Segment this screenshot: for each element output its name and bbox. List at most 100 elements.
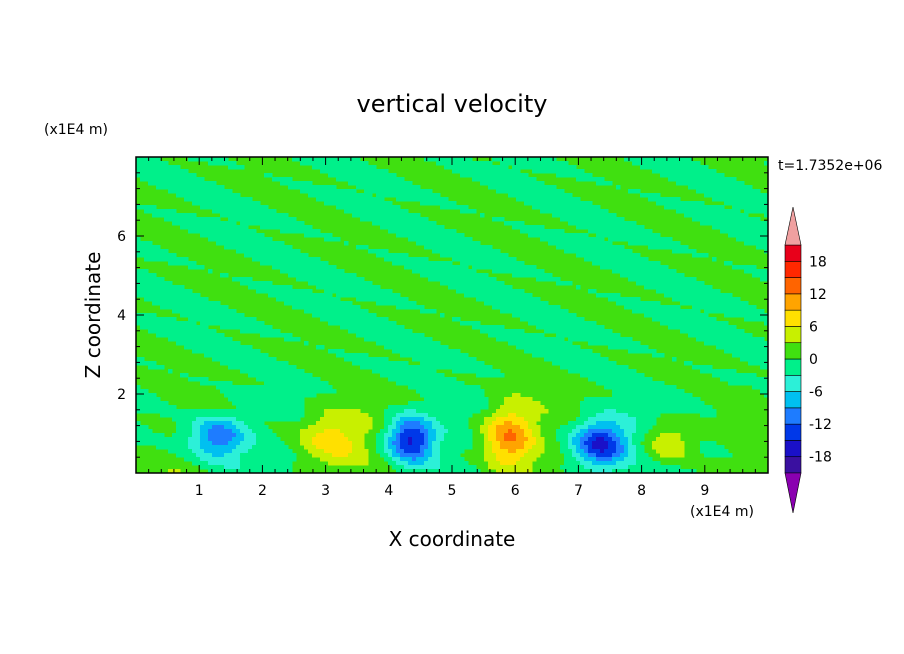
field-cell bbox=[684, 161, 689, 166]
field-cell bbox=[152, 289, 157, 294]
field-cell bbox=[432, 393, 437, 398]
field-cell bbox=[384, 181, 389, 186]
field-cell bbox=[556, 309, 561, 314]
field-cell bbox=[436, 233, 441, 238]
field-cell bbox=[504, 257, 509, 262]
field-cell bbox=[540, 353, 545, 358]
field-cell bbox=[148, 245, 153, 250]
field-cell bbox=[272, 357, 277, 362]
field-cell bbox=[588, 205, 593, 210]
field-cell bbox=[188, 213, 193, 218]
field-cell bbox=[488, 257, 493, 262]
field-cell bbox=[316, 381, 321, 386]
field-cell bbox=[416, 345, 421, 350]
field-cell bbox=[760, 269, 765, 274]
field-cell bbox=[332, 237, 337, 242]
field-cell bbox=[308, 265, 313, 270]
field-cell bbox=[688, 165, 693, 170]
field-cell bbox=[260, 221, 265, 226]
field-cell bbox=[688, 181, 693, 186]
field-cell bbox=[632, 369, 637, 374]
field-cell bbox=[576, 225, 581, 230]
field-cell bbox=[632, 393, 637, 398]
field-cell bbox=[144, 297, 149, 302]
field-cell bbox=[496, 325, 501, 330]
field-cell bbox=[620, 257, 625, 262]
field-cell bbox=[512, 297, 517, 302]
field-cell bbox=[364, 281, 369, 286]
field-cell bbox=[524, 173, 529, 178]
field-cell bbox=[264, 373, 269, 378]
field-cell bbox=[604, 381, 609, 386]
field-cell bbox=[584, 237, 589, 242]
field-cell bbox=[152, 157, 157, 162]
field-cell bbox=[140, 173, 145, 178]
field-cell bbox=[224, 349, 229, 354]
field-cell bbox=[380, 193, 385, 198]
field-cell bbox=[372, 205, 377, 210]
field-cell bbox=[688, 329, 693, 334]
field-cell bbox=[520, 185, 525, 190]
field-cell bbox=[560, 213, 565, 218]
field-cell bbox=[700, 317, 705, 322]
field-cell bbox=[552, 241, 557, 246]
field-cell bbox=[668, 313, 673, 318]
field-cell bbox=[496, 217, 501, 222]
field-cell bbox=[140, 245, 145, 250]
field-cell bbox=[660, 165, 665, 170]
field-cell bbox=[280, 333, 285, 338]
field-cell bbox=[548, 357, 553, 362]
field-cell bbox=[688, 285, 693, 290]
field-cell bbox=[664, 273, 669, 278]
field-cell bbox=[440, 253, 445, 258]
field-cell bbox=[260, 245, 265, 250]
field-cell bbox=[460, 257, 465, 262]
field-cell bbox=[532, 333, 537, 338]
field-cell bbox=[580, 233, 585, 238]
field-cell bbox=[660, 237, 665, 242]
field-cell bbox=[624, 297, 629, 302]
field-cell bbox=[728, 325, 733, 330]
field-cell bbox=[516, 173, 521, 178]
field-cell bbox=[628, 345, 633, 350]
field-cell bbox=[552, 165, 557, 170]
field-cell bbox=[664, 161, 669, 166]
field-cell bbox=[556, 197, 561, 202]
field-cell bbox=[476, 385, 481, 390]
field-cell bbox=[136, 173, 141, 178]
field-cell bbox=[372, 173, 377, 178]
field-cell bbox=[672, 385, 677, 390]
field-cell bbox=[660, 273, 665, 278]
field-cell bbox=[232, 341, 237, 346]
field-cell bbox=[656, 269, 661, 274]
field-cell bbox=[520, 221, 525, 226]
field-cell bbox=[612, 405, 617, 410]
field-cell bbox=[648, 241, 653, 246]
field-cell bbox=[532, 265, 537, 270]
field-cell bbox=[452, 233, 457, 238]
field-cell bbox=[148, 273, 153, 278]
field-cell bbox=[680, 401, 685, 406]
field-cell bbox=[364, 317, 369, 322]
field-cell bbox=[760, 365, 765, 370]
field-cell bbox=[292, 397, 297, 402]
field-cell bbox=[632, 305, 637, 310]
field-cell bbox=[472, 269, 477, 274]
field-cell bbox=[688, 321, 693, 326]
field-cell bbox=[172, 165, 177, 170]
field-cell bbox=[268, 249, 273, 254]
field-cell bbox=[540, 161, 545, 166]
field-cell bbox=[508, 401, 513, 406]
field-cell bbox=[500, 177, 505, 182]
field-cell bbox=[664, 397, 669, 402]
field-cell bbox=[488, 297, 493, 302]
field-cell bbox=[316, 297, 321, 302]
field-cell bbox=[428, 241, 433, 246]
field-cell bbox=[244, 253, 249, 258]
field-cell bbox=[464, 165, 469, 170]
field-cell bbox=[344, 205, 349, 210]
field-cell bbox=[648, 393, 653, 398]
field-cell bbox=[624, 305, 629, 310]
field-cell bbox=[652, 161, 657, 166]
field-cell bbox=[328, 349, 333, 354]
